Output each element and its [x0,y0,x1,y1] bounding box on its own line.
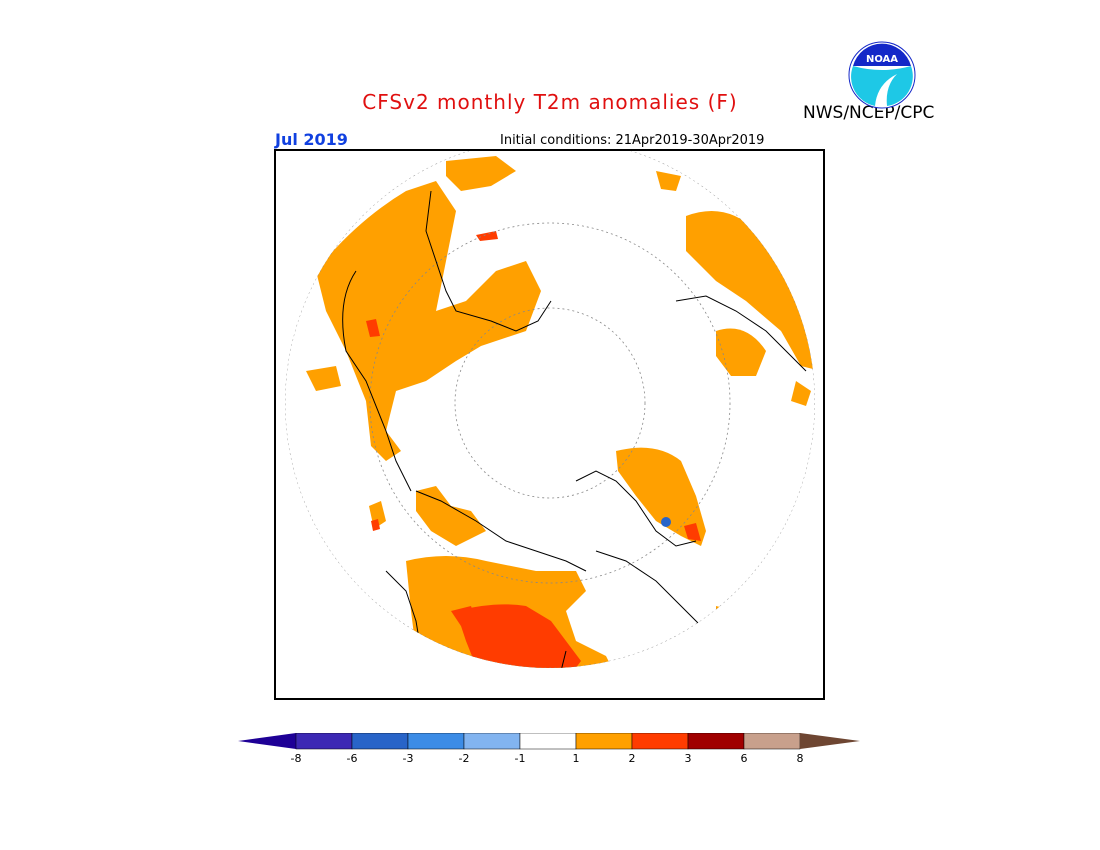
colorbar-below-neg8 [238,733,296,749]
colorbar-tick: -6 [346,752,358,765]
colorbar-tick: 6 [740,752,748,765]
chart-title: CFSv2 monthly T2m anomalies (F) [362,90,738,114]
svg-text:NOAA: NOAA [866,54,898,65]
colorbar-tick: -8 [290,752,302,765]
colorbar-bin-neg8-neg6 [295,733,353,750]
coastlines [342,190,807,668]
colorbar-tick: 3 [684,752,692,765]
initial-conditions: Initial conditions: 21Apr2019-30Apr2019 [500,133,765,148]
colorbar-bin-neg1-1 [519,733,577,750]
colorbar [238,733,860,750]
noaa-logo: NOAA [848,41,916,109]
polar-map-svg [285,151,815,668]
colorbar-bin-1-2 [575,733,633,750]
colorbar-bin-3-6 [687,733,745,750]
colorbar-above-8 [800,733,860,749]
hot-anomaly-regions [366,231,701,668]
anomaly-map [274,149,825,700]
colorbar-bin-neg2-neg1 [463,733,521,750]
colorbar-tick: 2 [628,752,636,765]
colorbar-tick: -1 [514,752,526,765]
colorbar-tick: 8 [796,752,804,765]
graticule [285,151,815,668]
colorbar-tick: 1 [572,752,580,765]
colorbar-bin-2-3 [631,733,689,750]
forecast-month: Jul 2019 [275,130,348,149]
colorbar-bin-6-8 [743,733,801,750]
colorbar-bin-neg3-neg2 [407,733,465,750]
colorbar-bin-neg6-neg3 [351,733,409,750]
cold-anomaly-spot [661,517,671,527]
colorbar-tick: -3 [402,752,414,765]
organization-label: NWS/NCEP/CPC [803,103,935,123]
colorbar-tick: -2 [458,752,470,765]
